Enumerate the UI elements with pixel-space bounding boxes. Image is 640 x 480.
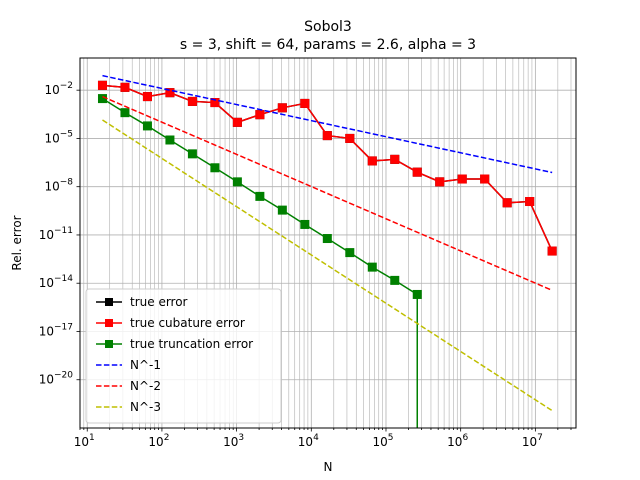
data-point <box>412 289 422 299</box>
data-point <box>547 246 557 256</box>
data-point <box>322 131 332 141</box>
data-point <box>187 149 197 159</box>
data-point <box>390 154 400 164</box>
x-axis-label: N <box>324 460 333 474</box>
data-point <box>502 198 512 208</box>
data-point <box>457 174 467 184</box>
x-tick-label: 102 <box>148 433 169 449</box>
series-n-1 <box>102 74 553 174</box>
x-tick-label: 105 <box>372 433 393 449</box>
data-point <box>390 275 400 285</box>
series-layer <box>97 74 557 428</box>
x-tick-label: 101 <box>74 433 95 449</box>
y-tick-label: 10−11 <box>39 226 73 242</box>
legend-box <box>85 288 282 424</box>
series-line <box>102 119 553 412</box>
legend-label: true truncation error <box>130 337 253 351</box>
data-point <box>142 92 152 102</box>
legend-label: true cubature error <box>130 316 245 330</box>
data-point <box>480 174 490 184</box>
x-tick-label: 107 <box>522 433 543 449</box>
legend-marker <box>105 298 113 306</box>
data-point <box>255 191 265 201</box>
data-point <box>232 117 242 127</box>
data-point <box>232 177 242 187</box>
y-tick-label: 10−8 <box>44 178 73 194</box>
x-tick-label: 106 <box>447 433 468 449</box>
chart-subtitle: s = 3, shift = 64, params = 2.6, alpha =… <box>180 37 476 53</box>
data-point <box>367 262 377 272</box>
data-point <box>277 205 287 215</box>
data-point <box>345 248 355 258</box>
legend-entry: N^-1 <box>96 358 161 372</box>
data-point <box>525 197 535 207</box>
data-point <box>187 96 197 106</box>
legend-label: true error <box>130 295 188 309</box>
data-point <box>120 82 130 92</box>
x-tick-label: 104 <box>298 433 319 449</box>
plot-area-frame <box>79 57 577 429</box>
x-tick-label: 103 <box>223 433 244 449</box>
data-point <box>120 108 130 118</box>
ticks: 101 102 103 104 105 106 107 10−20 10−17 10−14 10−1… <box>39 81 572 449</box>
legend-entry: true error <box>96 295 188 309</box>
data-point <box>97 80 107 90</box>
series-line <box>102 95 553 292</box>
series-true-cubature-error <box>97 80 557 256</box>
data-point <box>165 135 175 145</box>
data-point <box>277 103 287 113</box>
legend-entry: true cubature error <box>96 316 245 330</box>
data-point <box>300 98 310 108</box>
data-point <box>142 121 152 131</box>
legend-label: N^-3 <box>130 400 161 414</box>
legend-label: N^-2 <box>130 379 161 393</box>
y-tick-label: 10−20 <box>39 371 74 387</box>
data-point <box>210 163 220 173</box>
data-point <box>435 177 445 187</box>
legend-label: N^-1 <box>130 358 161 372</box>
data-point <box>367 156 377 166</box>
series-n-3 <box>102 119 553 412</box>
chart-title: Sobol3 <box>304 19 352 35</box>
legend-entry: N^-2 <box>96 379 161 393</box>
legend-marker <box>105 319 113 327</box>
y-tick-label: 10−2 <box>44 81 73 97</box>
legend-entry: true truncation error <box>96 337 253 351</box>
y-tick-label: 10−17 <box>39 322 73 338</box>
legend: true error true cubature error true trunca… <box>85 288 282 424</box>
y-tick-label: 10−14 <box>39 274 74 290</box>
series-line <box>102 74 553 174</box>
legend-marker <box>105 340 113 348</box>
y-axis-label: Rel. error <box>10 215 24 270</box>
series-true-truncation-error <box>97 94 422 428</box>
y-tick-label: 10−5 <box>44 129 73 145</box>
legend-entry: N^-3 <box>96 400 161 414</box>
data-point <box>255 110 265 120</box>
data-point <box>300 219 310 229</box>
data-point <box>345 133 355 143</box>
data-point <box>412 167 422 177</box>
data-point <box>322 234 332 244</box>
data-point <box>210 98 220 108</box>
series-n-2 <box>102 95 553 292</box>
data-point <box>165 88 175 98</box>
